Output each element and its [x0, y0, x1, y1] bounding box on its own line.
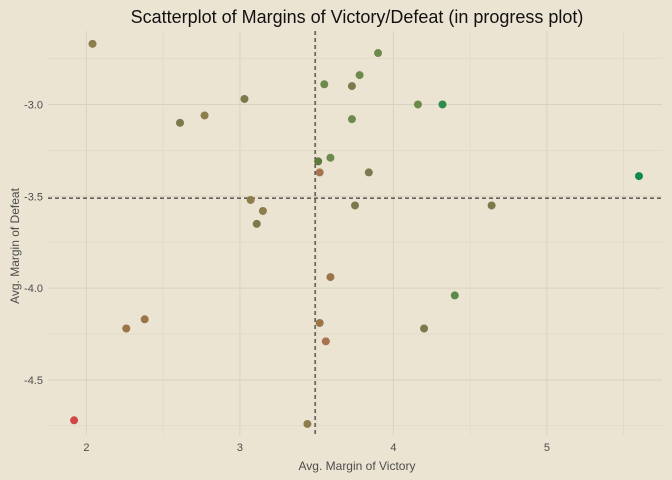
data-point — [240, 94, 249, 103]
data-point — [140, 315, 149, 324]
x-axis-title: Avg. Margin of Victory — [299, 459, 416, 473]
y-tick-label: -4.0 — [24, 283, 43, 295]
x-tick-label: 2 — [83, 442, 89, 454]
tick-labels: 2 3 4 5 -3.0 -3.5 -4.0 -4.5 — [24, 99, 550, 454]
data-point — [420, 324, 429, 333]
data-point — [252, 219, 261, 228]
data-point — [88, 39, 97, 48]
data-point — [450, 291, 459, 300]
y-tick-label: -3.0 — [24, 99, 43, 111]
data-point — [258, 206, 267, 215]
data-point — [326, 273, 335, 282]
x-tick-label: 4 — [390, 442, 396, 454]
data-point — [320, 80, 329, 89]
data-point — [634, 172, 643, 181]
data-point — [246, 195, 255, 204]
data-point — [176, 118, 185, 127]
data-point — [122, 324, 131, 333]
reference-lines — [48, 31, 662, 435]
x-tick-label: 3 — [237, 442, 243, 454]
data-point — [487, 201, 496, 210]
data-point — [355, 71, 364, 80]
data-point — [70, 416, 79, 425]
data-point — [315, 318, 324, 327]
y-axis-title: Avg. Margin of Defeat — [8, 187, 22, 304]
data-point — [347, 115, 356, 124]
data-point — [347, 82, 356, 91]
data-point — [374, 49, 383, 58]
data-point — [351, 201, 359, 210]
grid-lines — [48, 31, 662, 435]
chart-title: Scatterplot of Margins of Victory/Defeat… — [131, 7, 584, 27]
data-point — [315, 168, 324, 177]
data-point — [314, 157, 323, 166]
y-tick-label: -4.5 — [24, 375, 43, 387]
y-tick-label: -3.5 — [24, 191, 43, 203]
data-point — [326, 153, 335, 162]
data-point — [413, 100, 422, 109]
data-points — [70, 39, 643, 428]
data-point — [303, 419, 312, 428]
data-point — [364, 168, 373, 177]
x-tick-label: 5 — [544, 442, 550, 454]
data-point — [438, 100, 447, 109]
data-point — [200, 111, 209, 120]
data-point — [321, 337, 330, 346]
